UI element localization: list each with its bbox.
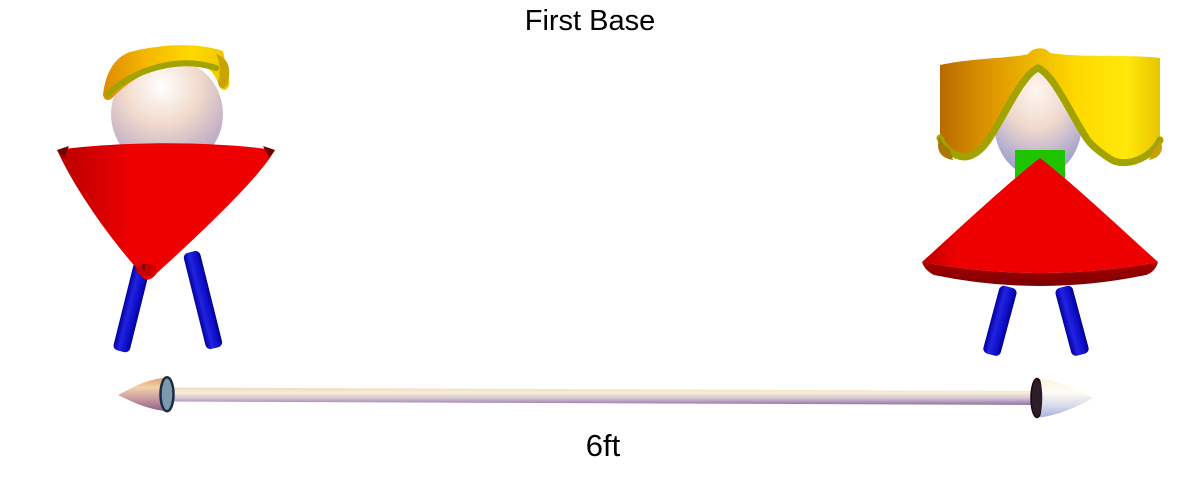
boy-hat-curl [216, 54, 230, 88]
girl-dress-rim [922, 262, 1158, 286]
boy-legs [113, 251, 223, 353]
girl-legs [983, 285, 1089, 356]
boy-hat [103, 45, 230, 101]
girl-figure [910, 45, 1175, 360]
girl-right-leg [1055, 285, 1089, 356]
boy-head [111, 58, 223, 170]
arrow-right-head [1030, 377, 1093, 419]
girl-dress-cone [922, 158, 1158, 286]
arrow-left-head [118, 376, 175, 413]
girl-hair [936, 48, 1164, 167]
girl-left-leg [983, 285, 1017, 356]
distance-label: 6ft [585, 428, 621, 463]
arrow-shaft [170, 387, 1038, 405]
boy-body-cone [57, 143, 275, 280]
boy-figure [30, 38, 290, 358]
boy-left-leg [113, 261, 151, 353]
boy-right-leg [183, 251, 223, 350]
page-title: First Base [524, 5, 656, 37]
distance-arrow [100, 370, 1110, 428]
